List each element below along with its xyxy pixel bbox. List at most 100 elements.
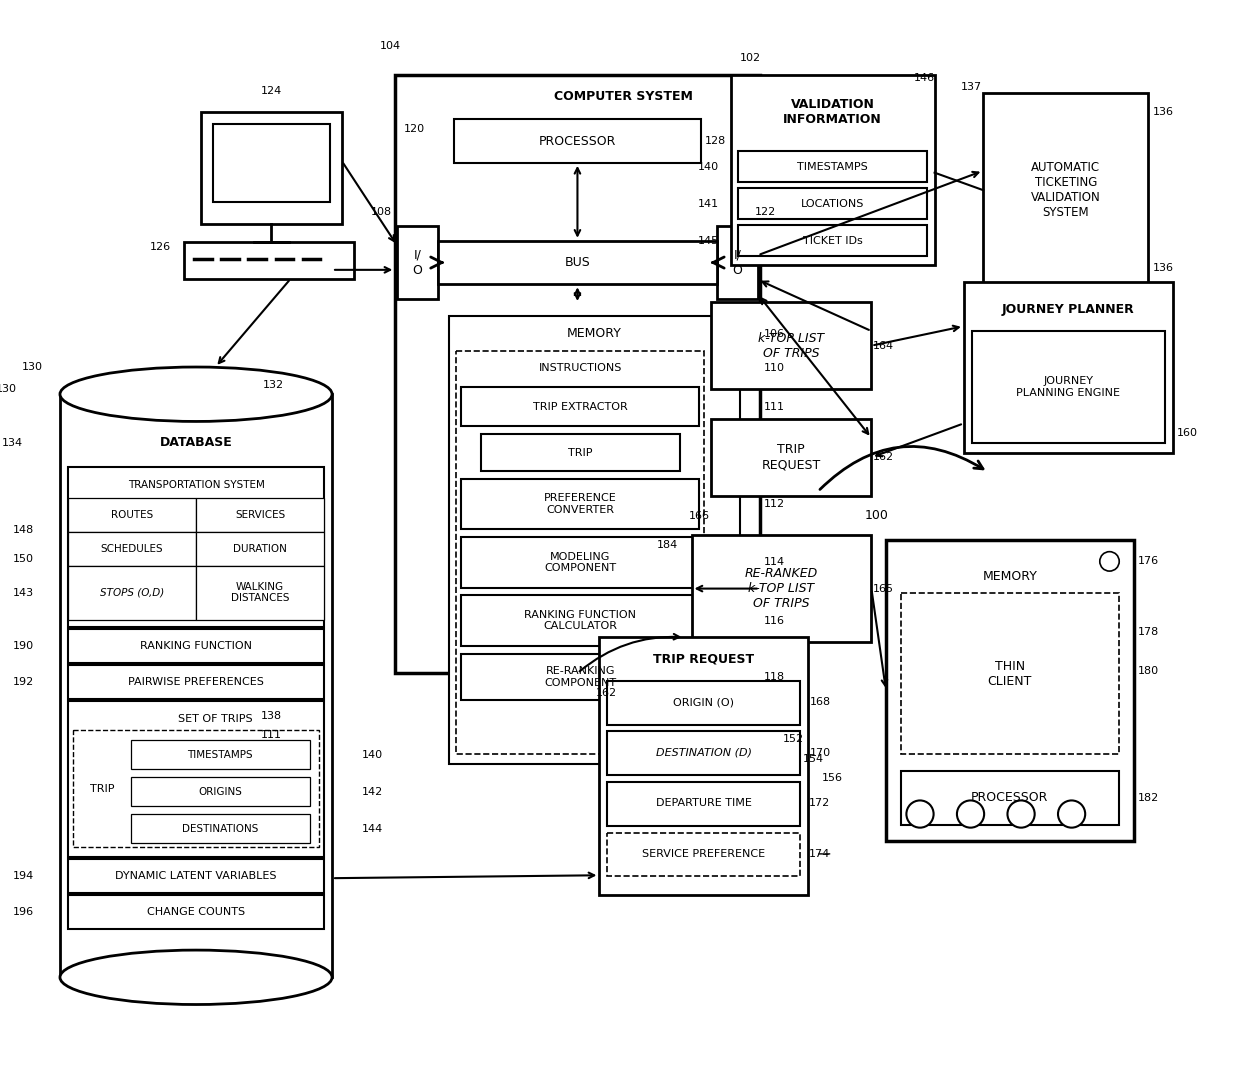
Text: 196: 196: [12, 907, 33, 917]
Bar: [396, 76, 760, 673]
Text: 156: 156: [822, 773, 843, 783]
Text: 176: 176: [1138, 556, 1159, 566]
Text: TRANSPORTATION SYSTEM: TRANSPORTATION SYSTEM: [128, 480, 264, 489]
Text: TRIP REQUEST: TRIP REQUEST: [653, 652, 754, 665]
Ellipse shape: [60, 950, 332, 1004]
Text: DESTINATION (D): DESTINATION (D): [656, 747, 751, 758]
Text: TRIP
REQUEST: TRIP REQUEST: [761, 444, 821, 471]
Text: TICKET IDs: TICKET IDs: [802, 235, 862, 245]
Text: 162: 162: [596, 688, 618, 698]
Text: DEPARTURE TIME: DEPARTURE TIME: [656, 798, 751, 808]
Text: VALIDATION
INFORMATION: VALIDATION INFORMATION: [784, 98, 882, 126]
Bar: [711, 302, 872, 390]
Text: PROCESSOR: PROCESSOR: [538, 135, 616, 148]
Text: WALKING
DISTANCES: WALKING DISTANCES: [231, 582, 289, 604]
Bar: [212, 124, 330, 202]
Text: 124: 124: [260, 86, 281, 96]
Text: THIN
CLIENT: THIN CLIENT: [988, 660, 1032, 688]
Text: 111: 111: [764, 402, 785, 411]
Text: 166: 166: [689, 511, 711, 521]
Text: ORIGINS: ORIGINS: [198, 786, 242, 797]
Text: 110: 110: [764, 363, 785, 373]
Text: RANKING FUNCTION
CALCULATOR: RANKING FUNCTION CALCULATOR: [525, 610, 636, 632]
Bar: [608, 782, 801, 826]
Text: 118: 118: [764, 672, 785, 683]
Bar: [68, 859, 325, 893]
Text: INSTRUCTIONS: INSTRUCTIONS: [538, 363, 622, 373]
Text: 102: 102: [739, 53, 760, 63]
Bar: [131, 740, 310, 769]
Text: 170: 170: [810, 747, 831, 758]
Bar: [196, 566, 325, 620]
Text: TIMESTAMPS: TIMESTAMPS: [187, 750, 253, 759]
Text: STOPS (O,D): STOPS (O,D): [99, 588, 164, 597]
Circle shape: [1058, 800, 1085, 827]
Text: SCHEDULES: SCHEDULES: [100, 543, 164, 554]
Text: I/
O: I/ O: [413, 248, 423, 276]
Text: 194: 194: [12, 870, 33, 881]
Text: 112: 112: [764, 499, 785, 509]
Bar: [963, 283, 1173, 453]
Bar: [608, 680, 801, 725]
Text: ORIGIN (O): ORIGIN (O): [673, 698, 734, 707]
Bar: [971, 332, 1164, 443]
Text: MEMORY: MEMORY: [567, 327, 622, 340]
Text: 138: 138: [262, 711, 283, 720]
Text: 114: 114: [764, 557, 785, 567]
Bar: [196, 498, 325, 532]
Bar: [608, 731, 801, 775]
Text: 162: 162: [873, 453, 894, 462]
Text: JOURNEY
PLANNING ENGINE: JOURNEY PLANNING ENGINE: [1017, 376, 1120, 397]
Bar: [461, 388, 699, 427]
Text: 192: 192: [12, 677, 33, 687]
Bar: [481, 434, 680, 471]
Text: 140: 140: [698, 162, 719, 172]
Bar: [738, 225, 926, 256]
Text: PREFERENCE
CONVERTER: PREFERENCE CONVERTER: [544, 494, 616, 515]
Text: RANKING FUNCTION: RANKING FUNCTION: [140, 642, 252, 651]
Bar: [717, 226, 758, 299]
Text: MEMORY: MEMORY: [982, 570, 1038, 583]
Text: 130: 130: [22, 362, 43, 372]
Text: 120: 120: [404, 124, 425, 134]
Text: 132: 132: [263, 379, 284, 390]
Text: 104: 104: [379, 41, 401, 52]
Text: 111: 111: [262, 730, 283, 740]
Bar: [461, 478, 699, 529]
Text: 126: 126: [150, 242, 171, 252]
Text: CHANGE COUNTS: CHANGE COUNTS: [148, 907, 246, 917]
Text: 172: 172: [810, 798, 831, 808]
Bar: [983, 93, 1148, 287]
Bar: [456, 351, 704, 754]
Bar: [68, 468, 325, 627]
Text: 148: 148: [12, 525, 33, 536]
Bar: [711, 419, 872, 497]
Circle shape: [906, 800, 934, 827]
Bar: [131, 814, 310, 843]
Text: ROUTES: ROUTES: [110, 510, 153, 519]
Bar: [68, 665, 325, 700]
Text: 146: 146: [914, 73, 935, 83]
Bar: [68, 701, 325, 856]
Circle shape: [957, 800, 985, 827]
Text: 100: 100: [864, 509, 888, 523]
Bar: [608, 833, 801, 876]
Bar: [68, 566, 196, 620]
Text: DURATION: DURATION: [233, 543, 288, 554]
Text: 106: 106: [764, 329, 785, 339]
Text: RE-RANKED
k-TOP LIST
OF TRIPS: RE-RANKED k-TOP LIST OF TRIPS: [745, 567, 818, 610]
Text: SERVICES: SERVICES: [236, 510, 285, 519]
Text: 190: 190: [12, 642, 33, 651]
Text: 116: 116: [764, 616, 785, 625]
Text: AUTOMATIC
TICKETING
VALIDATION
SYSTEM: AUTOMATIC TICKETING VALIDATION SYSTEM: [1030, 161, 1101, 219]
Text: 180: 180: [1138, 666, 1159, 676]
Text: TRIP: TRIP: [568, 447, 593, 458]
Text: 160: 160: [1177, 428, 1198, 438]
Circle shape: [1100, 552, 1120, 571]
Text: BUS: BUS: [564, 256, 590, 269]
Bar: [692, 536, 872, 642]
Text: 184: 184: [657, 540, 678, 550]
Text: SERVICE PREFERENCE: SERVICE PREFERENCE: [642, 849, 765, 859]
Bar: [68, 498, 196, 532]
Text: 136: 136: [1152, 107, 1173, 118]
